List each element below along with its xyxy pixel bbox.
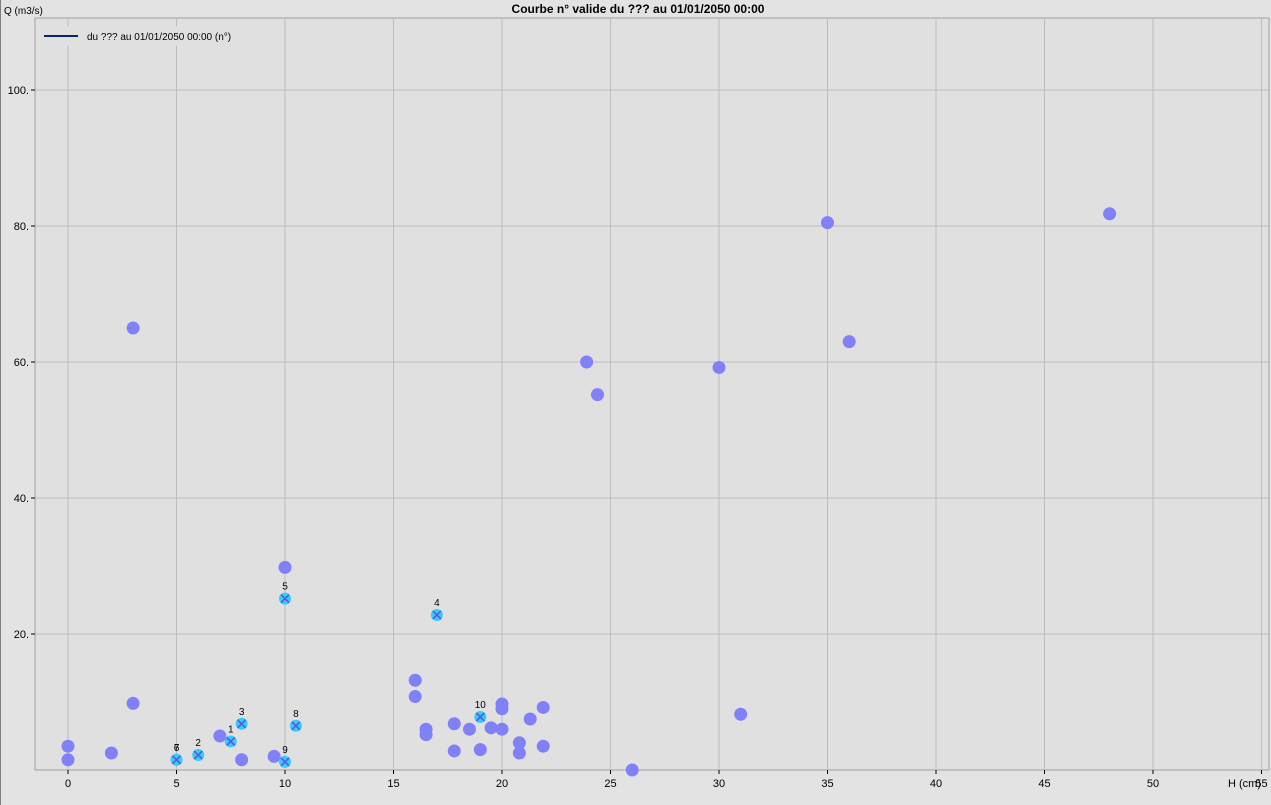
y-axis-label: Q (m3/s) [4,6,43,17]
point-label: 1 [228,724,234,735]
y-tick-label: 60. [14,357,29,369]
y-tick-label: 80. [14,221,29,233]
data-point [61,753,75,767]
point-label: 5 [282,582,288,593]
plot-area [34,17,1270,771]
y-tick-label: 100. [8,85,29,97]
data-point [1103,207,1117,221]
data-point [473,743,487,757]
data-point [512,746,526,760]
point-label: 9 [282,745,288,756]
x-tick-label: 15 [387,778,399,790]
data-point [842,335,856,349]
data-point [536,739,550,753]
data-point [104,746,118,760]
labeled-point: 2 [192,738,205,762]
data-point [712,360,726,374]
data-point [447,717,461,731]
y-axis-ticks: 20. 40. 60. 80. 100. [8,85,35,641]
cross-icon [432,610,442,620]
data-point [523,712,537,726]
point-label: 7 [174,743,180,754]
data-point [126,321,140,335]
legend: du ??? au 01/01/2050 00:00 (n°) [41,26,251,46]
labeled-markers: 1 2 3 4 5 67 8 9 10 [170,582,487,768]
data-points [61,207,1117,777]
data-point [126,696,140,710]
data-point [484,721,498,735]
x-tick-label: 0 [65,778,71,790]
x-axis-ticks: 0510152025303540455055606570758085909510… [65,770,1268,790]
labeled-point: 9 [279,745,291,768]
labeled-point: 5 [279,582,291,605]
x-tick-label: 55 [1255,778,1267,790]
y-tick-label: 40. [14,493,29,505]
x-tick-label: 45 [1038,778,1050,790]
data-point [536,700,550,714]
cross-icon [475,712,485,722]
cross-icon [291,721,301,731]
data-point [278,560,292,574]
chart-title: Courbe n° valide du ??? au 01/01/2050 00… [512,2,765,16]
x-tick-label: 5 [173,778,179,790]
data-point [495,702,509,716]
point-label: 6 [174,743,180,754]
x-tick-label: 35 [821,778,833,790]
x-axis-label: H (cm) [1228,778,1261,790]
labeled-point: 4 [430,598,443,621]
point-label: 3 [239,707,245,718]
data-point [625,763,639,777]
point-label: 8 [293,709,299,720]
x-tick-label: 30 [713,778,725,790]
labeled-point: 3 [235,707,248,730]
cross-icon [280,594,290,604]
x-tick-label: 20 [496,778,508,790]
data-point [235,753,249,767]
data-point [447,744,461,758]
labeled-point: 8 [289,709,302,732]
point-label: 2 [195,738,201,749]
legend-box [41,26,251,46]
data-point [495,722,509,736]
data-point [734,707,748,721]
data-point [61,739,75,753]
data-point [512,736,526,750]
cross-icon [193,750,203,760]
x-tick-label: 50 [1147,778,1159,790]
data-point [408,690,422,704]
cross-icon [280,757,290,767]
cross-icon [171,755,182,765]
labeled-point: 7 [170,743,183,766]
grid-lines [35,18,1269,770]
labeled-point: 10 [474,700,487,723]
data-point [213,729,227,743]
y-tick-label: 20. [14,629,29,641]
point-label: 10 [475,700,487,711]
cross-icon [226,736,236,747]
point-label: 4 [434,598,440,609]
data-point [580,355,594,369]
window-left-edge [0,0,1,805]
data-point [590,388,604,402]
data-point [821,216,834,230]
data-point [462,722,476,736]
x-tick-label: 40 [930,778,942,790]
legend-label: du ??? au 01/01/2050 00:00 (n°) [87,32,231,43]
data-point [267,749,281,763]
labeled-point: 1 [224,724,237,748]
x-tick-label: 10 [279,778,291,790]
x-tick-label: 25 [604,778,616,790]
cross-icon [237,719,247,729]
data-point [408,673,422,687]
data-point [419,728,433,742]
